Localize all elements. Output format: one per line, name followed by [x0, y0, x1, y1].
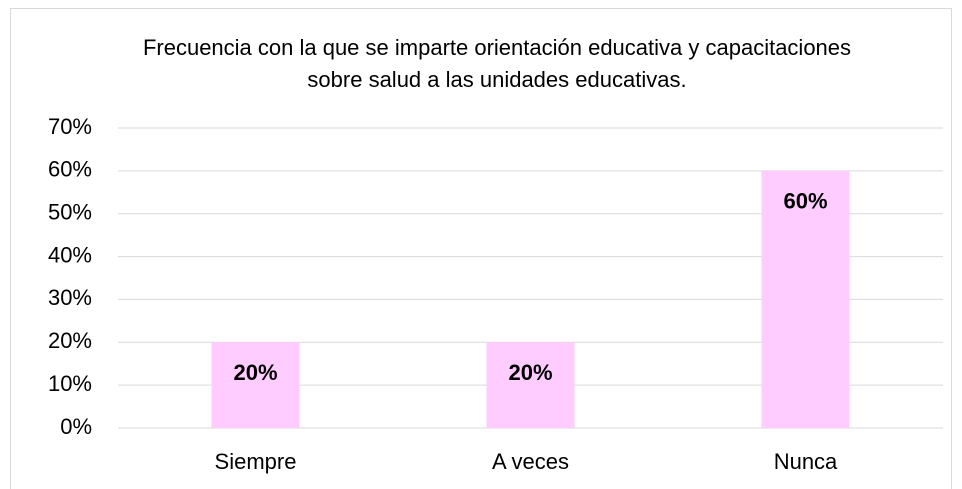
y-tick-label: 30%: [48, 285, 92, 310]
x-tick-label: A veces: [492, 449, 569, 474]
chart-title: Frecuencia con la que se imparte orienta…: [142, 35, 852, 92]
y-tick-label: 10%: [48, 371, 92, 396]
y-tick-label: 60%: [48, 157, 92, 182]
x-tick-label: Nunca: [774, 449, 838, 474]
data-label: 20%: [508, 360, 552, 385]
chart-border: [10, 8, 952, 489]
bar: [486, 342, 575, 428]
bar: [211, 342, 300, 428]
data-label: 60%: [783, 189, 827, 214]
y-tick-label: 0%: [60, 414, 92, 439]
y-tick-label: 50%: [48, 200, 92, 225]
y-tick-label: 40%: [48, 242, 92, 267]
data-label: 20%: [233, 360, 277, 385]
x-tick-label: Siempre: [215, 449, 297, 474]
bar: [761, 170, 850, 428]
y-tick-label: 20%: [48, 328, 92, 353]
y-tick-label: 70%: [48, 114, 92, 139]
